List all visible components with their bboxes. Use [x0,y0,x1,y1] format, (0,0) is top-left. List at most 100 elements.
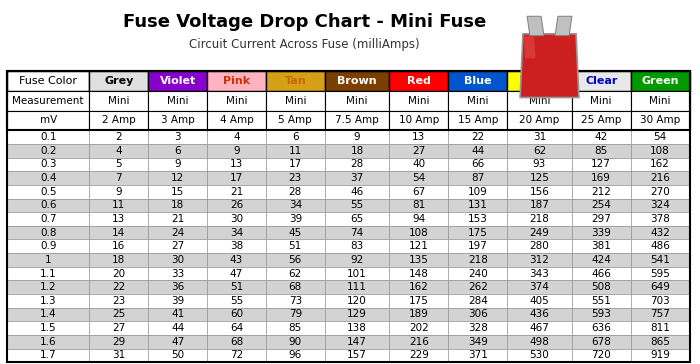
Bar [631,185,690,198]
Text: Mini: Mini [108,96,130,106]
Bar [207,335,266,349]
Text: 3: 3 [174,132,181,142]
Bar [148,349,207,362]
Text: 919: 919 [650,351,670,360]
Text: 1.5: 1.5 [40,323,57,333]
Bar [389,321,448,335]
Text: 15: 15 [171,187,184,197]
Text: 678: 678 [592,337,611,347]
Bar [90,253,148,267]
Text: 306: 306 [468,309,488,320]
Text: 0.9: 0.9 [40,241,57,251]
Bar [448,171,507,185]
Text: 405: 405 [530,296,550,306]
Bar [266,171,325,185]
Bar [7,240,90,253]
Text: 22: 22 [112,282,125,292]
Text: 22: 22 [471,132,484,142]
Text: 153: 153 [468,214,488,224]
Text: 121: 121 [409,241,429,251]
Bar [325,294,389,308]
Bar [90,185,148,198]
Bar [266,130,325,144]
Bar [207,321,266,335]
Text: 96: 96 [288,351,302,360]
Bar [507,198,572,212]
Text: 55: 55 [230,296,243,306]
Text: 5: 5 [116,159,122,169]
Text: 1.1: 1.1 [40,269,57,278]
Bar [448,130,507,144]
Bar [266,158,325,171]
Text: 25 Amp: 25 Amp [581,115,622,126]
Text: 551: 551 [592,296,611,306]
Text: 486: 486 [650,241,670,251]
Bar [7,111,90,130]
Text: 50: 50 [171,351,184,360]
Bar [90,91,148,111]
Bar [631,321,690,335]
Bar [7,130,90,144]
Bar [266,91,325,111]
Text: 18: 18 [171,200,184,210]
Bar [266,71,325,91]
Bar [266,111,325,130]
Bar [90,71,148,91]
Bar [266,280,325,294]
Text: 216: 216 [409,337,429,347]
Text: 7.5 Amp: 7.5 Amp [335,115,379,126]
Bar [389,144,448,158]
Text: 87: 87 [471,173,484,183]
Bar [507,185,572,198]
Bar [90,130,148,144]
Text: 703: 703 [650,296,670,306]
Bar [507,294,572,308]
Text: 27: 27 [112,323,125,333]
Bar [448,294,507,308]
Bar [448,240,507,253]
Bar [90,171,148,185]
Text: 218: 218 [529,214,550,224]
Text: 1.4: 1.4 [40,309,57,320]
Bar [572,308,631,321]
Bar [448,71,507,91]
Text: 27: 27 [171,241,184,251]
Bar [389,267,448,280]
Bar [631,349,690,362]
Bar [507,280,572,294]
Text: 9: 9 [233,146,240,156]
Text: 54: 54 [654,132,666,142]
Bar [572,111,631,130]
Bar [448,111,507,130]
Bar [448,91,507,111]
Text: 14: 14 [112,228,125,238]
Bar [389,171,448,185]
Bar [325,253,389,267]
Text: 11: 11 [112,200,125,210]
Bar [207,212,266,226]
Bar [507,158,572,171]
Text: 865: 865 [650,337,670,347]
Text: Violet: Violet [160,76,196,86]
Bar [266,253,325,267]
Text: 34: 34 [230,228,243,238]
Bar [631,253,690,267]
Bar [266,198,325,212]
Bar [207,71,266,91]
Bar [325,267,389,280]
Text: Clear: Clear [585,76,617,86]
Text: Fuse Color: Fuse Color [19,76,77,86]
Text: 1.7: 1.7 [40,351,57,360]
Bar [572,267,631,280]
Text: 42: 42 [594,132,608,142]
Bar [389,158,448,171]
Bar [325,111,389,130]
Bar [507,253,572,267]
Text: 297: 297 [592,214,611,224]
Bar [389,308,448,321]
Bar [207,171,266,185]
Text: 212: 212 [592,187,611,197]
Text: 25: 25 [112,309,125,320]
Bar [207,130,266,144]
Bar [7,71,690,130]
